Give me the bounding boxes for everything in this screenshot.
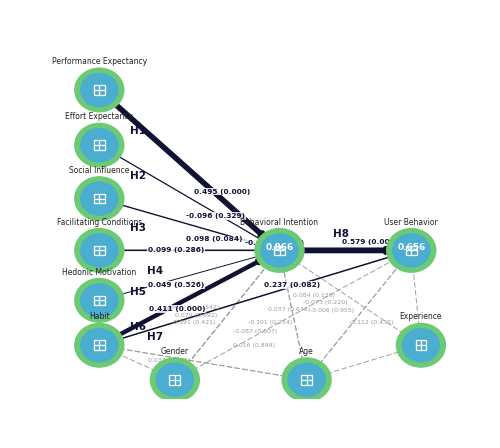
Text: H8: H8 xyxy=(334,229,349,239)
Text: 0.866: 0.866 xyxy=(266,242,293,252)
Text: -0.006 (0.955): -0.006 (0.955) xyxy=(310,308,354,313)
Text: 0.237 (0.082): 0.237 (0.082) xyxy=(264,282,320,288)
Circle shape xyxy=(392,234,430,267)
Circle shape xyxy=(80,234,118,267)
Text: -0.191 (0.421): -0.191 (0.421) xyxy=(171,319,216,325)
Text: User Behavior: User Behavior xyxy=(384,218,438,227)
Circle shape xyxy=(75,323,124,367)
Text: -0.117 (0.542): -0.117 (0.542) xyxy=(175,305,219,310)
Text: 0.084 (0.130): 0.084 (0.130) xyxy=(293,293,335,298)
Text: 0.495 (0.000): 0.495 (0.000) xyxy=(194,189,250,195)
Circle shape xyxy=(75,123,124,167)
Circle shape xyxy=(282,358,331,401)
Text: 0.049 (0.526): 0.049 (0.526) xyxy=(148,282,204,288)
Circle shape xyxy=(261,234,298,267)
Text: 0.098 (0.084): 0.098 (0.084) xyxy=(186,237,243,242)
Text: Age: Age xyxy=(299,347,314,356)
Circle shape xyxy=(80,284,118,317)
Text: H7: H7 xyxy=(148,332,164,342)
Circle shape xyxy=(255,228,304,272)
Text: Habit: Habit xyxy=(89,312,110,321)
Text: 0.016 (0.899): 0.016 (0.899) xyxy=(233,343,275,348)
Text: -0.087 (0.507): -0.087 (0.507) xyxy=(233,329,277,334)
Circle shape xyxy=(80,129,118,162)
Text: Behavioral Intention: Behavioral Intention xyxy=(240,218,318,227)
Text: 0.656: 0.656 xyxy=(397,242,426,252)
Circle shape xyxy=(75,279,124,322)
Circle shape xyxy=(75,68,124,112)
Text: -0.101 (0.254): -0.101 (0.254) xyxy=(248,320,293,325)
Text: Experience: Experience xyxy=(400,312,442,321)
Circle shape xyxy=(156,363,194,396)
Text: Social Influence: Social Influence xyxy=(69,166,130,175)
Text: -0.096 (0.329): -0.096 (0.329) xyxy=(186,213,246,219)
Text: 0.099 (0.286): 0.099 (0.286) xyxy=(148,247,204,254)
Circle shape xyxy=(75,177,124,220)
Text: H6: H6 xyxy=(130,322,146,332)
Text: Hedonic Motivation: Hedonic Motivation xyxy=(62,267,136,276)
Circle shape xyxy=(150,358,200,401)
Circle shape xyxy=(80,73,118,107)
Text: H3: H3 xyxy=(130,223,146,233)
Text: Gender: Gender xyxy=(161,347,189,356)
Circle shape xyxy=(80,329,118,362)
Circle shape xyxy=(387,228,436,272)
Text: Effort Expectancy: Effort Expectancy xyxy=(66,112,133,121)
Text: Performance Expectancy: Performance Expectancy xyxy=(52,57,147,66)
Text: 0.037 (0.672): 0.037 (0.672) xyxy=(268,306,310,311)
Text: 0.579 (0.000): 0.579 (0.000) xyxy=(342,239,398,245)
Circle shape xyxy=(288,363,325,396)
Text: Facilitating Conditions: Facilitating Conditions xyxy=(56,218,142,227)
Text: 0.411 (0.000): 0.411 (0.000) xyxy=(148,306,205,312)
Text: 0.079 (0.692): 0.079 (0.692) xyxy=(175,314,217,319)
Text: -0.090 (0.226): -0.090 (0.226) xyxy=(244,241,304,246)
Circle shape xyxy=(396,323,446,367)
Text: H1: H1 xyxy=(130,126,146,136)
Text: H2: H2 xyxy=(130,171,146,181)
Text: -0.073 (0.220): -0.073 (0.220) xyxy=(303,300,347,305)
Text: H5: H5 xyxy=(130,287,146,297)
Circle shape xyxy=(80,182,118,215)
Circle shape xyxy=(75,228,124,272)
Text: 0.033 (0.783): 0.033 (0.783) xyxy=(148,358,190,362)
Circle shape xyxy=(402,329,440,362)
Text: -0.112 (0.435): -0.112 (0.435) xyxy=(349,320,394,325)
Text: H4: H4 xyxy=(148,266,164,276)
